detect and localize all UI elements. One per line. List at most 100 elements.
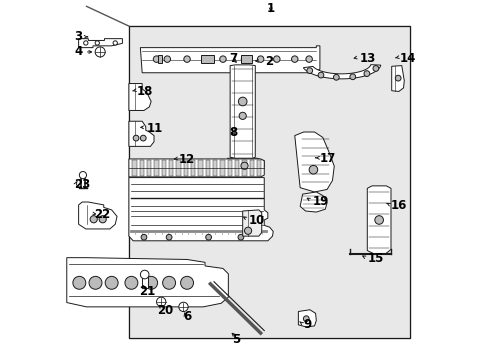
Bar xyxy=(129,26,409,338)
Circle shape xyxy=(99,216,106,223)
Circle shape xyxy=(241,162,247,169)
Text: 22: 22 xyxy=(94,208,110,221)
Polygon shape xyxy=(129,159,264,177)
Polygon shape xyxy=(191,159,195,176)
Text: 23: 23 xyxy=(74,178,90,191)
Text: 8: 8 xyxy=(228,126,237,139)
Text: 21: 21 xyxy=(139,284,155,298)
Polygon shape xyxy=(213,159,217,176)
Circle shape xyxy=(303,316,308,321)
Bar xyxy=(142,278,147,288)
Circle shape xyxy=(156,297,165,306)
Circle shape xyxy=(90,216,97,223)
Circle shape xyxy=(349,74,355,80)
Polygon shape xyxy=(147,159,151,176)
Circle shape xyxy=(179,302,188,311)
Text: 19: 19 xyxy=(312,195,328,208)
Circle shape xyxy=(238,97,246,106)
Polygon shape xyxy=(183,159,188,176)
Circle shape xyxy=(95,41,99,45)
Circle shape xyxy=(144,276,157,289)
Polygon shape xyxy=(227,159,232,176)
Polygon shape xyxy=(67,258,228,307)
Polygon shape xyxy=(205,159,210,176)
Text: 2: 2 xyxy=(265,55,273,68)
Polygon shape xyxy=(220,159,224,176)
Circle shape xyxy=(89,276,102,289)
Text: 4: 4 xyxy=(74,45,82,58)
Polygon shape xyxy=(140,159,144,176)
Circle shape xyxy=(95,47,105,57)
Polygon shape xyxy=(79,202,117,229)
Circle shape xyxy=(244,227,251,234)
Bar xyxy=(129,26,409,338)
Circle shape xyxy=(257,56,264,62)
Polygon shape xyxy=(366,186,390,254)
Text: 6: 6 xyxy=(183,310,191,323)
Polygon shape xyxy=(158,55,162,63)
Text: 9: 9 xyxy=(303,318,311,331)
Polygon shape xyxy=(129,84,151,111)
Circle shape xyxy=(79,171,86,179)
Circle shape xyxy=(203,56,210,62)
Polygon shape xyxy=(242,210,261,236)
Text: 1: 1 xyxy=(266,2,274,15)
Text: 15: 15 xyxy=(366,252,383,265)
Circle shape xyxy=(273,56,280,62)
Circle shape xyxy=(219,56,226,62)
Polygon shape xyxy=(79,39,122,48)
Circle shape xyxy=(153,56,160,62)
Polygon shape xyxy=(129,177,273,241)
Circle shape xyxy=(113,41,117,45)
Circle shape xyxy=(140,135,146,141)
Circle shape xyxy=(239,112,246,120)
Circle shape xyxy=(133,135,139,141)
Polygon shape xyxy=(162,159,166,176)
Circle shape xyxy=(105,276,118,289)
Polygon shape xyxy=(303,65,380,79)
Polygon shape xyxy=(230,65,255,159)
Text: 12: 12 xyxy=(179,153,195,166)
Circle shape xyxy=(180,276,193,289)
Circle shape xyxy=(73,276,85,289)
Text: 18: 18 xyxy=(137,85,153,98)
Circle shape xyxy=(163,276,175,289)
Polygon shape xyxy=(198,159,203,176)
Circle shape xyxy=(374,216,383,224)
Text: 11: 11 xyxy=(146,122,163,135)
Text: 5: 5 xyxy=(232,333,240,346)
Polygon shape xyxy=(129,121,154,147)
Circle shape xyxy=(183,56,190,62)
Circle shape xyxy=(308,165,317,174)
Circle shape xyxy=(333,75,339,80)
Text: 16: 16 xyxy=(390,199,407,212)
Circle shape xyxy=(164,56,170,62)
Polygon shape xyxy=(241,55,251,63)
Circle shape xyxy=(83,41,88,45)
Polygon shape xyxy=(257,159,261,176)
Text: 3: 3 xyxy=(74,30,82,43)
Text: 14: 14 xyxy=(399,52,415,65)
Text: 7: 7 xyxy=(228,52,237,65)
Polygon shape xyxy=(140,46,319,73)
Text: 13: 13 xyxy=(359,52,375,65)
Polygon shape xyxy=(391,66,404,91)
Text: 17: 17 xyxy=(319,152,335,166)
Polygon shape xyxy=(294,132,334,192)
Polygon shape xyxy=(300,192,326,212)
Circle shape xyxy=(306,68,312,73)
Polygon shape xyxy=(298,310,316,327)
Circle shape xyxy=(291,56,297,62)
Text: 20: 20 xyxy=(156,304,173,317)
Polygon shape xyxy=(227,158,264,173)
Polygon shape xyxy=(201,55,214,63)
Polygon shape xyxy=(154,159,159,176)
Polygon shape xyxy=(249,159,254,176)
Polygon shape xyxy=(169,159,173,176)
Polygon shape xyxy=(176,159,181,176)
Circle shape xyxy=(241,56,247,62)
Circle shape xyxy=(317,72,323,78)
Circle shape xyxy=(305,56,312,62)
Circle shape xyxy=(394,75,400,81)
Circle shape xyxy=(372,66,378,71)
